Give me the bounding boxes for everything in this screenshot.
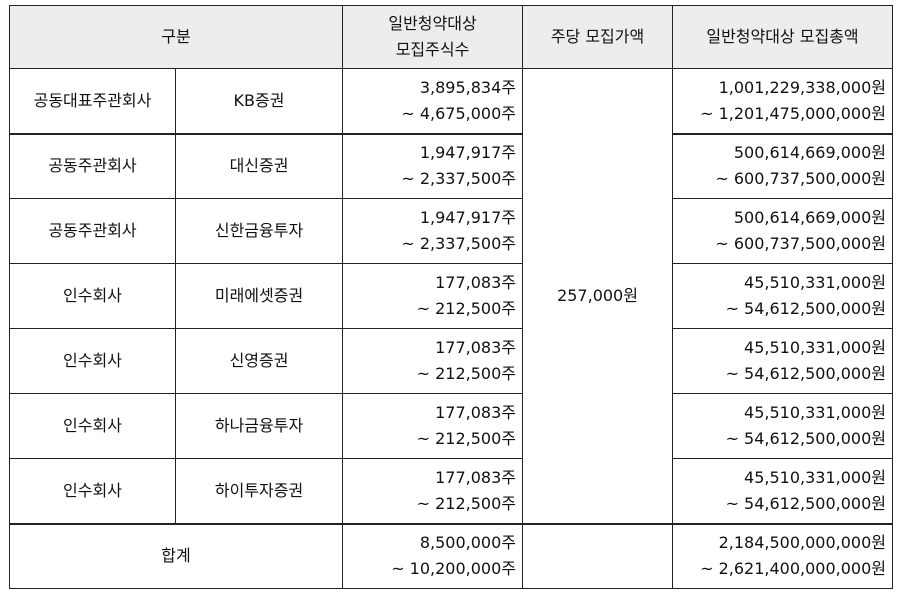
shares-cell: 1,947,917주 ~ 2,337,500주 bbox=[342, 132, 524, 199]
total-cell: 45,510,331,000원 ~ 54,612,500,000원 bbox=[672, 263, 894, 329]
table-row: 인수회사 하나금융투자 177,083주 ~ 212,500주 45,510,3… bbox=[9, 393, 894, 459]
total-min: 45,510,331,000원 bbox=[744, 273, 887, 292]
sum-row: 합계 8,500,000주 ~ 10,200,000주 2,184,500,00… bbox=[8, 522, 894, 589]
total-max: ~ 54,612,500,000원 bbox=[725, 299, 887, 318]
role-cell: 공동주관회사 bbox=[9, 198, 176, 264]
total-cell: 500,614,669,000원 ~ 600,737,500,000원 bbox=[672, 198, 894, 264]
role-cell: 인수회사 bbox=[9, 458, 176, 524]
header-shares: 일반청약대상 모집주식수 bbox=[342, 5, 524, 69]
firm-cell: 하나금융투자 bbox=[174, 393, 344, 459]
sum-total-max: ~ 2,621,400,000,000원 bbox=[700, 559, 887, 579]
total-min: 500,614,669,000원 bbox=[733, 143, 887, 163]
shares-max: ~ 2,337,500주 bbox=[401, 169, 517, 189]
total-cell: 500,614,669,000원 ~ 600,737,500,000원 bbox=[672, 132, 894, 199]
role-cell: 인수회사 bbox=[9, 263, 176, 329]
header-category: 구분 bbox=[8, 5, 344, 69]
table-row: 공동주관회사 대신증권 1,947,917주 ~ 2,337,500주 500,… bbox=[9, 132, 894, 199]
sum-shares-cell: 8,500,000주 ~ 10,200,000주 bbox=[342, 522, 524, 589]
header-total: 일반청약대상 모집총액 bbox=[672, 5, 894, 69]
shares-cell: 3,895,834주 ~ 4,675,000주 bbox=[342, 68, 524, 134]
shares-min: 177,083주 bbox=[435, 338, 517, 357]
total-max: ~ 600,737,500,000원 bbox=[715, 234, 887, 253]
offering-table: 구분 일반청약대상 모집주식수 주당 모집가액 일반청약대상 모집총액 공동대표… bbox=[8, 5, 894, 589]
total-min: 45,510,331,000원 bbox=[744, 467, 887, 487]
firm-cell: 미래에셋증권 bbox=[174, 263, 344, 329]
shares-max: ~ 4,675,000주 bbox=[401, 103, 517, 123]
shares-max: ~ 2,337,500주 bbox=[401, 234, 517, 253]
sum-total-cell: 2,184,500,000,000원 ~ 2,621,400,000,000원 bbox=[672, 522, 894, 589]
shares-min: 177,083주 bbox=[435, 273, 517, 292]
shares-max: ~ 212,500주 bbox=[416, 299, 517, 318]
total-min: 45,510,331,000원 bbox=[744, 338, 887, 357]
header-row: 구분 일반청약대상 모집주식수 주당 모집가액 일반청약대상 모집총액 bbox=[8, 5, 894, 69]
shares-cell: 177,083주 ~ 212,500주 bbox=[342, 328, 524, 394]
sum-total-min: 2,184,500,000,000원 bbox=[718, 533, 887, 553]
shares-min: 1,947,917주 bbox=[419, 208, 517, 227]
sum-label: 합계 bbox=[8, 522, 344, 589]
total-max: ~ 1,201,475,000,000원 bbox=[700, 103, 887, 123]
sum-price-cell bbox=[522, 522, 674, 589]
role-cell: 인수회사 bbox=[9, 328, 176, 394]
header-shares-line1: 일반청약대상 bbox=[388, 14, 477, 33]
role-cell: 공동주관회사 bbox=[9, 132, 176, 199]
header-price: 주당 모집가액 bbox=[522, 5, 674, 69]
shares-min: 1,947,917주 bbox=[419, 143, 517, 163]
table-row: 공동주관회사 신한금융투자 1,947,917주 ~ 2,337,500주 50… bbox=[9, 198, 894, 264]
shares-max: ~ 212,500주 bbox=[416, 364, 517, 383]
shares-cell: 177,083주 ~ 212,500주 bbox=[342, 393, 524, 459]
total-cell: 45,510,331,000원 ~ 54,612,500,000원 bbox=[672, 328, 894, 394]
table-row: 공동대표주관회사 KB증권 3,895,834주 ~ 4,675,000주 25… bbox=[9, 68, 894, 524]
header-shares-line2: 모집주식수 bbox=[395, 40, 470, 59]
total-min: 1,001,229,338,000원 bbox=[718, 77, 887, 97]
table-row: 인수회사 신영증권 177,083주 ~ 212,500주 45,510,331… bbox=[9, 328, 894, 394]
firm-cell: KB증권 bbox=[174, 68, 344, 134]
shares-min: 177,083주 bbox=[435, 467, 517, 487]
firm-cell: 하이투자증권 bbox=[174, 458, 344, 524]
firm-cell: 대신증권 bbox=[174, 132, 344, 199]
total-cell: 1,001,229,338,000원 ~ 1,201,475,000,000원 bbox=[672, 68, 894, 134]
role-cell: 인수회사 bbox=[9, 393, 176, 459]
sum-shares-min: 8,500,000주 bbox=[419, 533, 517, 553]
total-max: ~ 54,612,500,000원 bbox=[725, 364, 887, 383]
firm-cell: 신한금융투자 bbox=[174, 198, 344, 264]
shares-max: ~ 212,500주 bbox=[416, 429, 517, 448]
shares-cell: 1,947,917주 ~ 2,337,500주 bbox=[342, 198, 524, 264]
total-min: 500,614,669,000원 bbox=[733, 208, 887, 227]
total-min: 45,510,331,000원 bbox=[744, 403, 887, 422]
shares-cell: 177,083주 ~ 212,500주 bbox=[342, 263, 524, 329]
table-row: 인수회사 미래에셋증권 177,083주 ~ 212,500주 45,510,3… bbox=[9, 263, 894, 329]
total-cell: 45,510,331,000원 ~ 54,612,500,000원 bbox=[672, 393, 894, 459]
table-row: 인수회사 하이투자증권 177,083주 ~ 212,500주 45,510,3… bbox=[9, 458, 894, 524]
total-cell: 45,510,331,000원 ~ 54,612,500,000원 bbox=[672, 458, 894, 524]
role-cell: 공동대표주관회사 bbox=[9, 68, 176, 134]
sum-shares-max: ~ 10,200,000주 bbox=[391, 559, 517, 579]
shares-min: 177,083주 bbox=[435, 403, 517, 422]
firm-cell: 신영증권 bbox=[174, 328, 344, 394]
total-max: ~ 54,612,500,000원 bbox=[725, 429, 887, 448]
price-cell: 257,000원 bbox=[522, 68, 674, 524]
shares-min: 3,895,834주 bbox=[419, 77, 517, 97]
shares-cell: 177,083주 ~ 212,500주 bbox=[342, 458, 524, 524]
shares-max: ~ 212,500주 bbox=[416, 493, 517, 513]
total-max: ~ 54,612,500,000원 bbox=[725, 493, 887, 513]
total-max: ~ 600,737,500,000원 bbox=[715, 169, 887, 189]
